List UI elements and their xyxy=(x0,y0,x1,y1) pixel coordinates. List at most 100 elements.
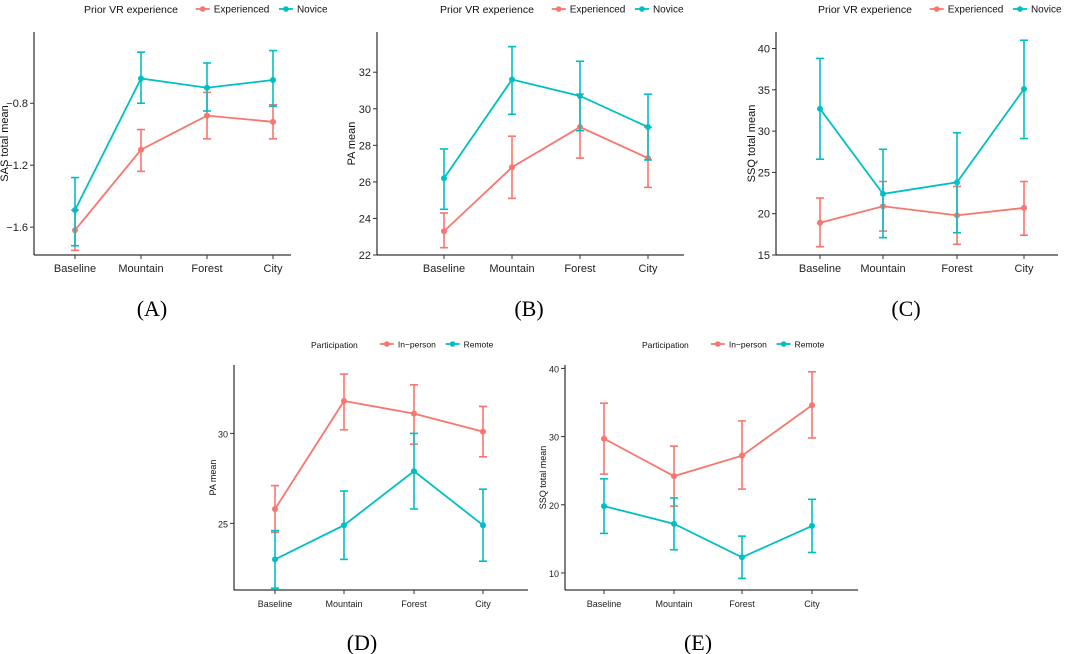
y-tick-label: 30 xyxy=(758,126,770,138)
data-point xyxy=(72,207,78,214)
legend-entry: In−person xyxy=(398,340,436,350)
series-second xyxy=(816,39,1028,239)
data-point xyxy=(204,112,210,119)
data-point xyxy=(341,398,347,404)
x-tick-label: City xyxy=(804,599,820,609)
y-axis-title: SSQ total mean xyxy=(746,105,758,183)
legend-key-point xyxy=(384,341,390,347)
series-first xyxy=(271,373,487,534)
panel-label: (C) xyxy=(891,296,920,321)
series-line xyxy=(443,78,649,179)
series-line xyxy=(74,114,274,231)
data-point xyxy=(671,520,677,527)
y-tick-label: 35 xyxy=(758,85,770,97)
data-point xyxy=(411,410,417,417)
x-tick-label: Forest xyxy=(564,263,595,275)
x-tick-label: City xyxy=(475,599,491,609)
data-point xyxy=(1021,85,1027,92)
legend: Participation In−person Remote xyxy=(642,340,825,351)
series-first xyxy=(71,91,277,252)
x-tick-label: Mountain xyxy=(655,599,692,609)
y-tick-label: 15 xyxy=(758,250,770,262)
series-line xyxy=(819,88,1025,195)
data-point xyxy=(509,76,515,83)
panel-label: (D) xyxy=(347,630,378,654)
y-tick-label: 30 xyxy=(359,104,371,116)
series-first xyxy=(600,371,816,507)
series-line xyxy=(274,470,484,561)
x-tick-label: City xyxy=(264,263,283,275)
y-axis-title: PA mean xyxy=(346,122,358,166)
legend-title: Prior VR experience xyxy=(440,4,534,16)
data-point xyxy=(411,468,417,475)
data-point xyxy=(441,228,447,235)
y-axis-title: PA mean xyxy=(208,460,218,496)
data-point xyxy=(577,92,583,99)
data-point xyxy=(138,146,144,153)
data-point xyxy=(270,77,276,84)
legend-key-point xyxy=(1017,6,1023,12)
x-tick-label: Baseline xyxy=(799,263,841,275)
series-first xyxy=(816,180,1028,248)
panel-d: 25 30 Baseline Mountain Forest City PA mean Par… xyxy=(208,340,528,654)
legend-entry: Experienced xyxy=(948,5,1004,16)
data-point xyxy=(272,556,278,563)
panel-b: 22 24 26 28 30 32 Baseline Mountain Forest City PA… xyxy=(346,4,684,321)
legend: Prior VR experience Experienced Novice xyxy=(84,4,328,16)
x-tick-label: Forest xyxy=(941,263,972,275)
y-tick-label: 25 xyxy=(758,167,770,179)
series-second xyxy=(600,478,816,580)
series-line xyxy=(443,126,649,232)
data-point xyxy=(480,522,486,529)
legend-key-point xyxy=(715,341,721,347)
panel-label: (B) xyxy=(514,296,543,321)
data-point xyxy=(480,428,486,435)
legend-key-point xyxy=(555,6,562,12)
legend-key-point xyxy=(780,341,787,347)
y-tick-label: −0.8 xyxy=(6,98,28,110)
data-point xyxy=(809,522,815,529)
data-point xyxy=(270,118,276,125)
data-point xyxy=(645,124,651,131)
series-line xyxy=(603,404,813,478)
legend-key-point xyxy=(449,341,456,347)
legend-entry: Novice xyxy=(297,5,328,16)
series-first xyxy=(440,93,652,249)
data-point xyxy=(204,84,210,91)
legend: Participation In−person Remote xyxy=(311,340,494,351)
y-tick-label: 24 xyxy=(359,213,371,225)
y-tick-label: −1.2 xyxy=(6,160,28,172)
x-tick-label: City xyxy=(1015,263,1034,275)
y-tick-label: 22 xyxy=(359,250,371,262)
y-tick-label: 32 xyxy=(359,67,371,79)
legend-entry: Experienced xyxy=(214,5,270,16)
x-tick-label: Forest xyxy=(729,599,755,609)
legend-title: Participation xyxy=(642,340,689,350)
y-tick-label: 20 xyxy=(758,209,770,221)
y-tick-label: 10 xyxy=(549,569,559,579)
x-tick-label: Forest xyxy=(401,599,427,609)
x-tick-label: Mountain xyxy=(118,263,163,275)
legend-key-point xyxy=(199,6,206,12)
legend-entry: Experienced xyxy=(570,5,626,16)
data-point xyxy=(509,164,515,171)
y-tick-label: 25 xyxy=(218,519,228,529)
legend-entry: Novice xyxy=(1031,5,1062,16)
data-point xyxy=(272,506,278,512)
legend: Prior VR experience Experienced Novice xyxy=(818,4,1062,16)
x-tick-label: Forest xyxy=(191,263,222,275)
legend-entry: Remote xyxy=(464,340,494,350)
data-point xyxy=(138,75,144,82)
panel-label: (A) xyxy=(137,296,168,321)
legend-entry: Remote xyxy=(795,340,825,350)
data-point xyxy=(671,473,677,480)
data-point xyxy=(1021,204,1027,211)
series-second xyxy=(71,49,277,247)
data-point xyxy=(601,503,607,510)
y-axis-title: SAS total mean xyxy=(0,105,11,181)
data-point xyxy=(601,435,607,442)
panel-label: (E) xyxy=(684,630,712,654)
y-tick-label: 28 xyxy=(359,140,371,152)
x-tick-label: Mountain xyxy=(489,263,534,275)
